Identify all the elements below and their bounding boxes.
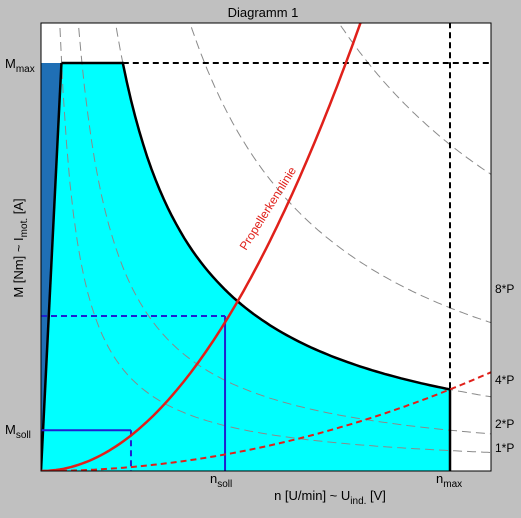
power-curve-label-4p: 4*P: [495, 373, 514, 387]
reverse-boundary: [41, 62, 63, 471]
limit-lines: [41, 23, 491, 471]
power-curve-4: [189, 23, 491, 324]
power-curve-label-2p: 2*P: [495, 417, 514, 431]
power-curve-5: [338, 23, 491, 175]
operating-boundary: [61, 61, 452, 471]
power-curve-label-1p: 1*P: [495, 441, 514, 455]
x-marker-label-nsoll: nsoll: [210, 471, 232, 490]
x-axis-label: n [U/min] ~ Uind. [V]: [274, 488, 386, 507]
generator-curve: [41, 371, 491, 471]
y-marker-label-mmax: Mmax: [5, 56, 35, 75]
power-curve-label-8p: 8*P: [495, 282, 514, 296]
y-marker-label-msoll: Msoll: [5, 422, 31, 441]
power-curve-1: [59, 23, 491, 453]
x-marker-label-nmax: nmax: [436, 471, 462, 490]
load-curves: [41, 23, 491, 471]
operating-region: [41, 63, 450, 471]
chart-title: Diagramm 1: [228, 5, 299, 20]
propeller-curve: [41, 23, 362, 471]
plot-frame: [40, 22, 492, 472]
operating-point-lines: [41, 314, 227, 471]
y-axis-label: M [Nm] ~ Imot. [A]: [11, 198, 30, 297]
power-curve-6: [491, 0, 521, 14]
power-curve-2: [77, 23, 491, 435]
